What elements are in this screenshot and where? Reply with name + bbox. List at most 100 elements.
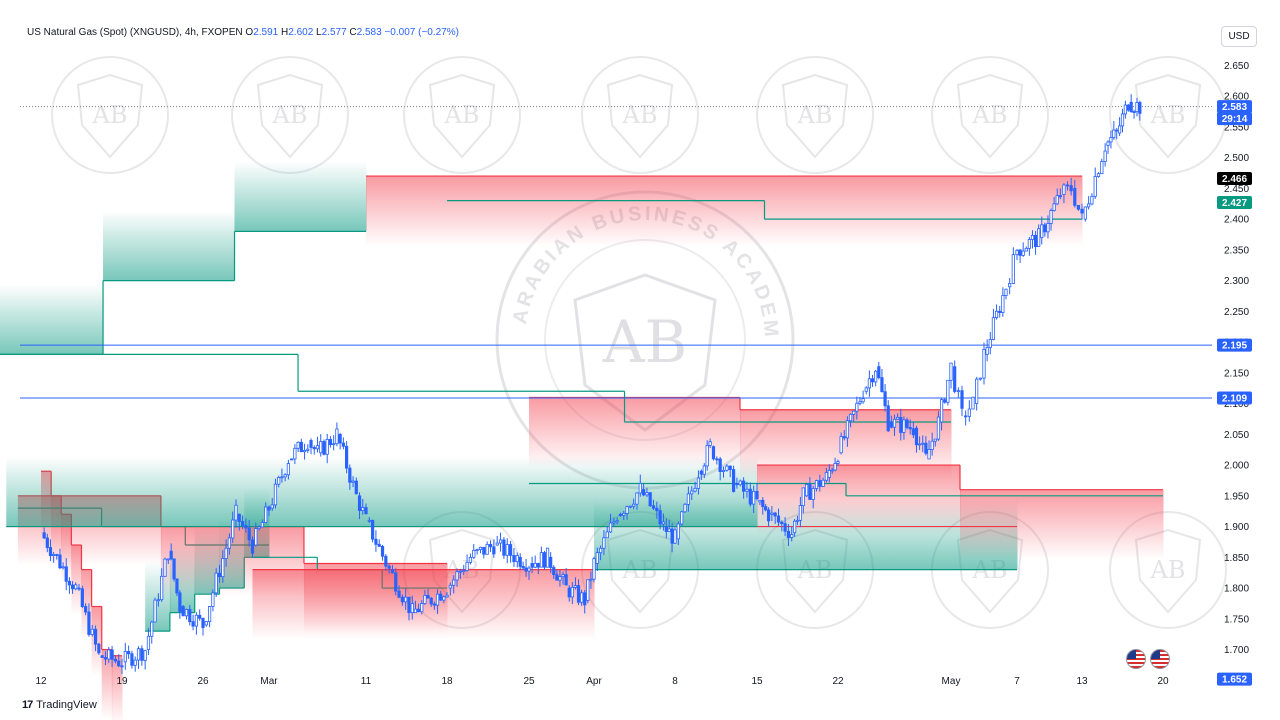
candle-body [341,442,345,447]
candle-body [705,444,709,467]
candle-body [877,366,881,379]
candle-body [676,523,680,540]
candle-body [160,575,164,601]
x-tick-label: 20 [1157,676,1169,687]
candle-body [1112,129,1116,138]
y-tick-label: 1.800 [1224,584,1249,595]
candle-body [312,447,316,450]
candle-body [404,596,408,603]
candle-body [465,562,469,572]
candle-body [766,509,771,522]
candle-body [512,554,516,563]
candle-body [133,659,137,666]
y-tick-label: 2.450 [1224,184,1249,195]
candle-body [1027,239,1031,249]
candle-body [240,521,245,526]
candle-body [564,574,568,586]
x-tick-label: May [942,676,961,687]
candle-body [918,443,922,446]
candle-body [407,596,411,614]
candle-body [367,519,371,522]
candle-body [518,556,522,567]
candle-body [814,480,819,489]
candle-body [848,413,853,422]
x-tick-label: 19 [116,676,128,687]
candle-body [1021,250,1025,256]
candle-body [1096,173,1101,177]
candle-body [351,480,355,483]
price-axis-label [1217,100,1252,114]
candle-body [188,609,192,623]
candle-body [413,608,418,614]
tradingview-brand[interactable]: 17 TradingView [22,699,97,711]
candle-body [390,569,395,574]
candle-body [542,552,547,568]
candle-body [52,554,56,556]
candle-body [661,521,666,525]
candle-body [761,499,765,508]
us-flag-event-icon[interactable] [1150,649,1170,669]
candle-body [410,603,414,614]
candle-body [478,546,483,550]
candle-body [773,512,777,517]
candle-body [445,594,449,598]
candle-body [625,506,629,514]
x-tick-label: 18 [441,676,453,687]
trailing-stop-fill-down [252,569,595,640]
candle-body [325,439,329,455]
y-tick-label: 1.700 [1224,645,1249,656]
candle-body [998,310,1002,313]
us-flag-event-icon[interactable] [1126,649,1146,669]
candle-body [442,596,446,601]
high-label: H [281,27,289,38]
candle-body [664,526,668,532]
candle-body [905,419,909,428]
watermark-shield-icon [1134,73,1202,159]
candle-body [930,440,934,450]
candle-body [690,490,694,495]
candle-body [991,317,996,340]
candle-body [864,387,868,392]
candle-body [988,339,992,348]
low-value: 2.577 [321,27,347,38]
candle-body [718,458,722,472]
candle-body [515,555,519,563]
candle-body [576,585,581,603]
candle-body [1118,125,1122,134]
candle-body [146,635,151,650]
candle-body [231,519,235,539]
candle-body [247,527,251,541]
candle-body [641,489,646,496]
candle-body [172,558,176,580]
candle-body [892,418,897,428]
candle-body [936,416,941,440]
candle-body [1043,224,1047,233]
candle-body [338,433,342,444]
candle-body [169,550,173,560]
watermark-monogram: AB [972,101,1008,129]
candle-body [130,653,134,666]
candle-body [899,416,903,433]
open-label: O [245,27,254,38]
currency-button[interactable]: USD [1221,26,1257,47]
candle-body [693,487,697,492]
price-axis-label [1217,112,1252,126]
candle-body [211,592,215,607]
candle-body [332,443,336,446]
candle-body [780,521,784,524]
candle-body [836,461,840,464]
candle-body [74,584,78,590]
candle-body [946,379,950,403]
x-tick-label: Apr [586,676,602,687]
candle-body [123,651,127,663]
candle-body [267,506,271,511]
x-tick-label: 8 [672,676,678,687]
candle-body [521,565,525,569]
candle-body [889,421,893,428]
candle-body [927,449,931,460]
candle-body [309,440,313,448]
watermark-shield-icon [956,528,1024,614]
candle-body [357,495,362,512]
candle-body [426,595,430,599]
